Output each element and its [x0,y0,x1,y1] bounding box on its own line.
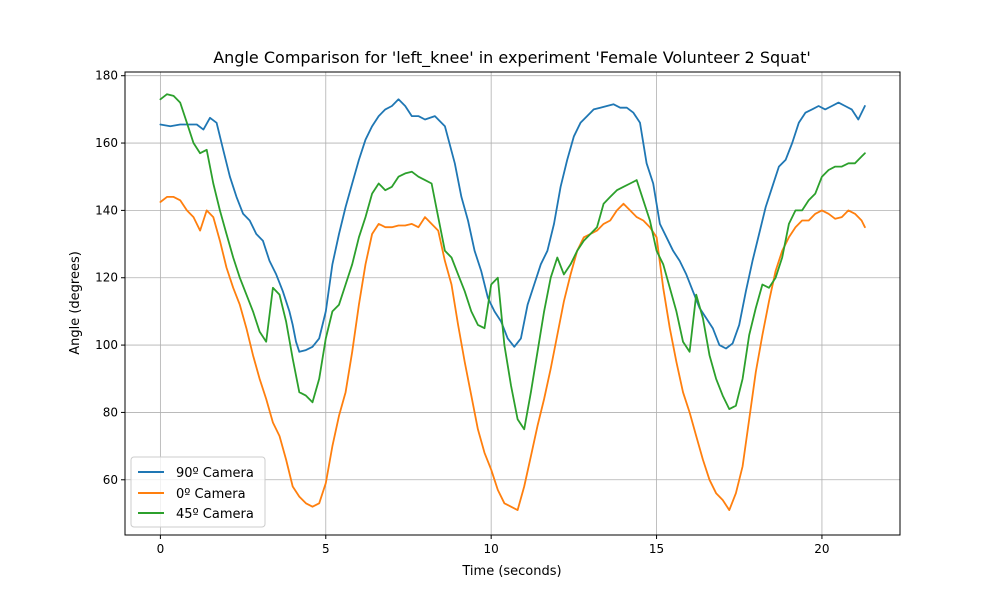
x-tick-label: 0 [157,542,165,556]
plot-frame [124,71,901,536]
series-lines [159,93,866,512]
y-tick-label: 160 [95,136,118,150]
legend: 90º Camera 0º Camera 45º Camera [130,456,266,528]
y-tick-label: 180 [95,69,118,83]
series-line-45-camera [159,93,866,431]
axis-ticks: 0 5 10 15 20 60 80 100 120 140 160 180 [95,69,829,556]
y-tick-label: 120 [95,271,118,285]
x-tick-label: 20 [814,542,829,556]
x-axis-label: Time (seconds) [461,564,561,579]
chart-title: Angle Comparison for 'left_knee' in expe… [213,48,811,68]
legend-label-45-camera: 45º Camera [176,507,254,522]
legend-label-90-camera: 90º Camera [176,466,254,481]
y-axis-label: Angle (degrees) [68,251,83,355]
y-tick-label: 100 [95,338,118,352]
y-tick-label: 80 [103,405,118,419]
legend-label-0-camera: 0º Camera [176,487,246,502]
y-tick-label: 140 [95,203,118,217]
y-tick-label: 60 [103,473,118,487]
x-tick-label: 10 [484,542,499,556]
series-line-0-camera [159,195,866,512]
x-tick-label: 15 [649,542,664,556]
x-tick-label: 5 [322,542,330,556]
series-line-90-camera [159,98,866,353]
legend-box [130,456,266,528]
